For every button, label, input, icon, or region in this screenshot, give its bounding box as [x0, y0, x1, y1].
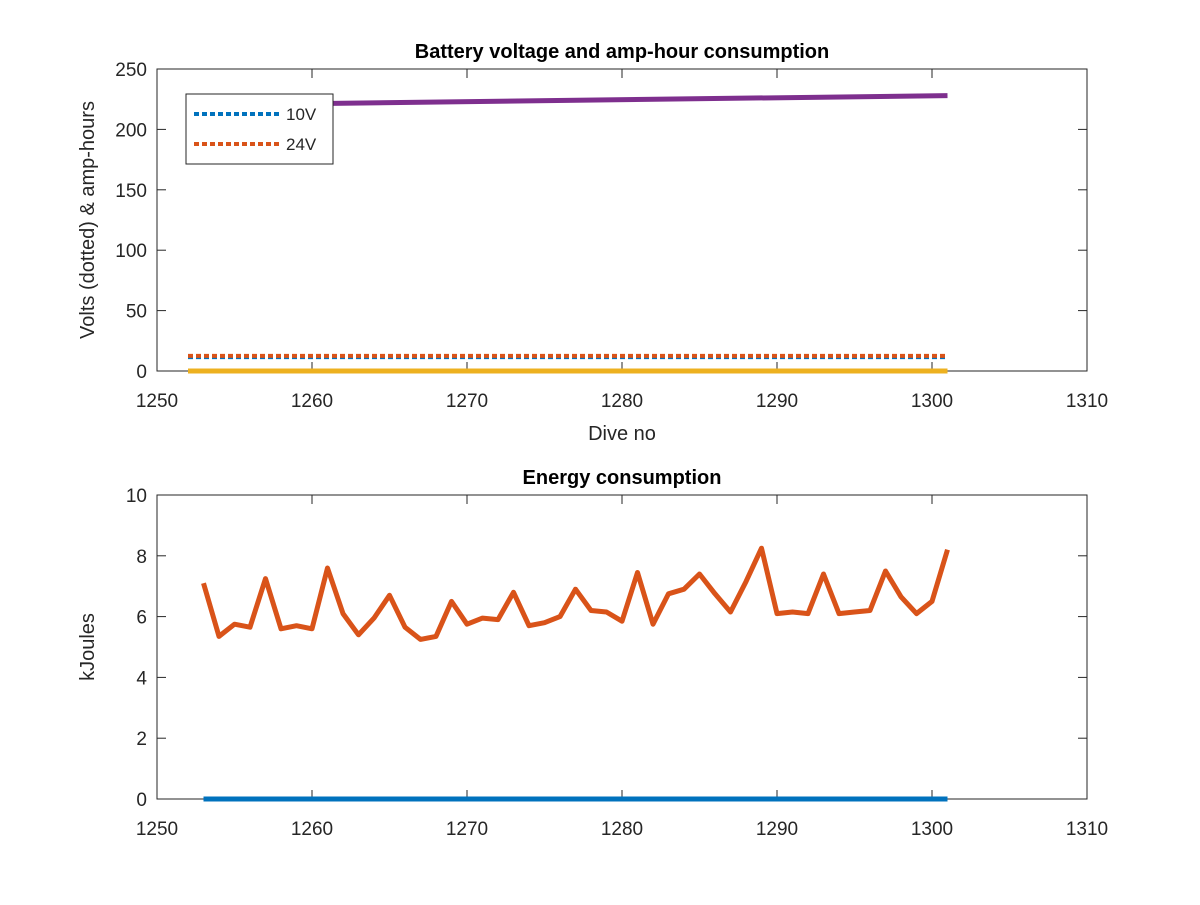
axes-box — [156, 494, 1088, 800]
x-tick-label: 1280 — [601, 391, 643, 412]
legend: 10V 24V — [185, 93, 334, 165]
plot-battery: 1250 1260 1270 1280 1290 1300 1310 0 50 100 150 200… — [77, 41, 1108, 445]
x-tick-label: 1250 — [136, 819, 178, 840]
y-tick-label: 4 — [136, 668, 147, 689]
plot-energy: 1250 1260 1270 1280 1290 1300 1310 0 2 4 6 8 10 Energ… — [77, 467, 1108, 840]
y-tick-label: 0 — [136, 790, 147, 811]
y-tick-label: 10 — [126, 486, 147, 507]
x-tick-label: 1290 — [756, 391, 798, 412]
x-tick-label: 1290 — [756, 819, 798, 840]
x-tick-label: 1260 — [291, 391, 333, 412]
x-tick-label: 1280 — [601, 819, 643, 840]
y-tick-label: 250 — [115, 60, 147, 81]
y-tick-label: 150 — [115, 181, 147, 202]
x-tick-label: 1310 — [1066, 391, 1108, 412]
y-axis-label: Volts (dotted) & amp-hours — [77, 101, 99, 339]
chart-title-energy: Energy consumption — [523, 467, 722, 489]
legend-box — [185, 93, 334, 165]
y-tick-label: 6 — [136, 608, 147, 629]
x-tick-label: 1310 — [1066, 819, 1108, 840]
legend-label-10v: 10V — [286, 105, 317, 124]
y-tick-label: 200 — [115, 120, 147, 141]
y-tick-label: 100 — [115, 241, 147, 262]
y-tick-label: 50 — [126, 302, 147, 323]
x-tick-label: 1260 — [291, 819, 333, 840]
x-tick-label: 1270 — [446, 819, 488, 840]
x-tick-label: 1250 — [136, 391, 178, 412]
chart-title-battery: Battery voltage and amp-hour consumption — [415, 41, 829, 63]
y-tick-label: 2 — [136, 729, 147, 750]
y-tick-label: 0 — [136, 362, 147, 383]
x-tick-label: 1300 — [911, 391, 953, 412]
y-tick-label: 8 — [136, 547, 147, 568]
series-line-1 — [201, 545, 950, 642]
x-axis-label: Dive no — [588, 423, 656, 445]
legend-label-24v: 24V — [286, 135, 317, 154]
y-axis-label: kJoules — [77, 613, 99, 681]
x-tick-label: 1270 — [446, 391, 488, 412]
x-tick-label: 1300 — [911, 819, 953, 840]
